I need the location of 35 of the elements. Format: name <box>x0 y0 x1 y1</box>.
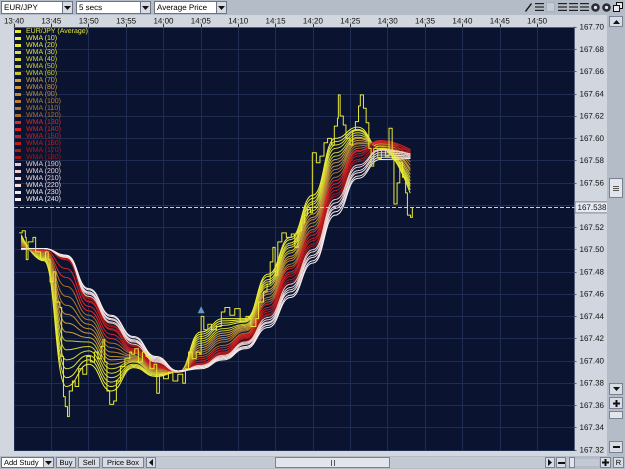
x-tick-label: 13:50 <box>78 16 100 26</box>
x-tick-label: 14:40 <box>452 16 473 26</box>
y-tick-label: 167.62 <box>580 112 605 121</box>
y-tick-label: 167.68 <box>580 44 605 54</box>
x-tick-label: 14:35 <box>415 16 436 26</box>
ref-line-label: 167.538 <box>578 202 607 212</box>
y-tick-label: 167.48 <box>580 267 605 276</box>
y-tick-label: 167.44 <box>580 312 605 321</box>
x-tick-label: 13:45 <box>41 16 62 26</box>
y-tick-label: 167.36 <box>580 400 605 410</box>
y-tick-label: 167.64 <box>580 89 605 98</box>
x-tick-label: 14:15 <box>266 16 286 26</box>
x-tick-label: 14:20 <box>302 16 324 26</box>
x-tick-label: 14:50 <box>527 16 548 26</box>
x-tick-label: 14:30 <box>378 16 398 26</box>
y-tick-label: 167.34 <box>580 423 605 432</box>
x-tick-label: 13:40 <box>4 16 25 26</box>
y-tick-label: 167.58 <box>580 156 605 166</box>
y-tick-label: 167.46 <box>580 290 605 299</box>
x-tick-label: 13:55 <box>116 16 137 26</box>
y-tick-label: 167.40 <box>580 356 605 366</box>
y-tick-label: 167.70 <box>580 22 605 32</box>
y-tick-label: 167.66 <box>580 67 605 76</box>
y-tick-label: 167.60 <box>580 134 605 143</box>
x-tick-label: 14:45 <box>490 16 510 26</box>
y-tick-label: 167.52 <box>580 222 605 232</box>
y-tick-label: 167.50 <box>580 245 605 254</box>
y-tick-label: 167.56 <box>580 178 605 188</box>
y-tick-label: 167.32 <box>580 446 605 454</box>
x-tick-label: 14:25 <box>340 16 361 26</box>
x-tick-label: 14:05 <box>190 16 212 26</box>
x-tick-label: 14:00 <box>153 16 174 26</box>
x-tick-label: 14:10 <box>228 16 249 26</box>
y-tick-label: 167.42 <box>580 334 605 344</box>
y-tick-label: 167.38 <box>580 378 605 388</box>
